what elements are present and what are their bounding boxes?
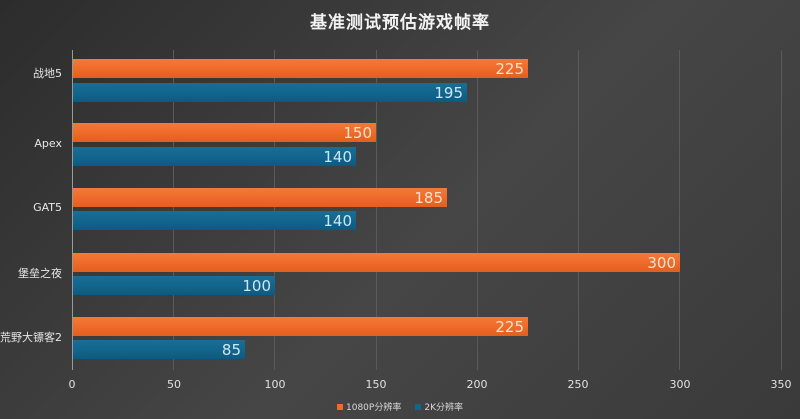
gridline-150	[376, 50, 377, 370]
bar-1080p: 225	[73, 59, 528, 78]
bar-2k: 195	[73, 83, 467, 102]
category-label: GAT5	[33, 201, 62, 214]
x-tick: 50	[167, 378, 181, 391]
x-tick: 300	[669, 378, 691, 391]
data-label: 300	[647, 253, 676, 272]
x-tick: 100	[264, 378, 286, 391]
gridline-200	[477, 50, 478, 370]
gridline-350	[781, 50, 782, 370]
chart-title: 基准测试预估游戏帧率	[310, 13, 490, 33]
legend-item-1080p[interactable]: 1080P分辨率	[337, 400, 401, 413]
x-tick: 250	[567, 378, 589, 391]
data-label: 195	[434, 83, 463, 102]
legend-label: 2K分辨率	[424, 403, 463, 413]
legend-item-2k[interactable]: 2K分辨率	[415, 400, 463, 413]
category-label: 战地5	[33, 67, 62, 80]
bar-1080p: 185	[73, 188, 447, 207]
x-tick: 0	[68, 378, 76, 391]
data-label: 140	[323, 147, 352, 166]
bar-1080p: 150	[73, 123, 376, 142]
data-label: 225	[495, 317, 524, 336]
bar-2k: 85	[73, 340, 245, 359]
bar-1080p: 225	[73, 317, 528, 336]
y-axis-line	[72, 50, 73, 370]
legend-swatch-icon	[337, 403, 343, 410]
legend: 1080P分辨率 2K分辨率	[0, 400, 800, 413]
data-label: 100	[242, 276, 271, 295]
gridline-100	[274, 50, 275, 370]
category-label: 堡垒之夜	[18, 267, 62, 280]
legend-swatch-icon	[415, 403, 422, 410]
legend-label: 1080P分辨率	[346, 403, 402, 413]
gridline-50	[173, 50, 174, 370]
data-label: 85	[221, 340, 241, 359]
data-label: 140	[323, 211, 352, 230]
bar-2k: 100	[73, 276, 275, 295]
category-label: Apex	[34, 137, 62, 150]
bar-1080p: 300	[73, 253, 680, 272]
x-tick: 200	[466, 378, 488, 391]
category-label: 荒野大镖客2	[0, 331, 62, 344]
x-tick: 350	[770, 378, 792, 391]
bar-2k: 140	[73, 211, 356, 230]
x-tick: 150	[365, 378, 387, 391]
data-label: 185	[414, 188, 443, 207]
gridline-250	[578, 50, 579, 370]
data-label: 225	[495, 59, 524, 78]
bar-2k: 140	[73, 147, 356, 166]
gridline-300	[679, 50, 680, 370]
data-label: 150	[343, 123, 372, 142]
plot-area: 225 195 150 140 185 140 300 100 225 85	[72, 50, 782, 370]
